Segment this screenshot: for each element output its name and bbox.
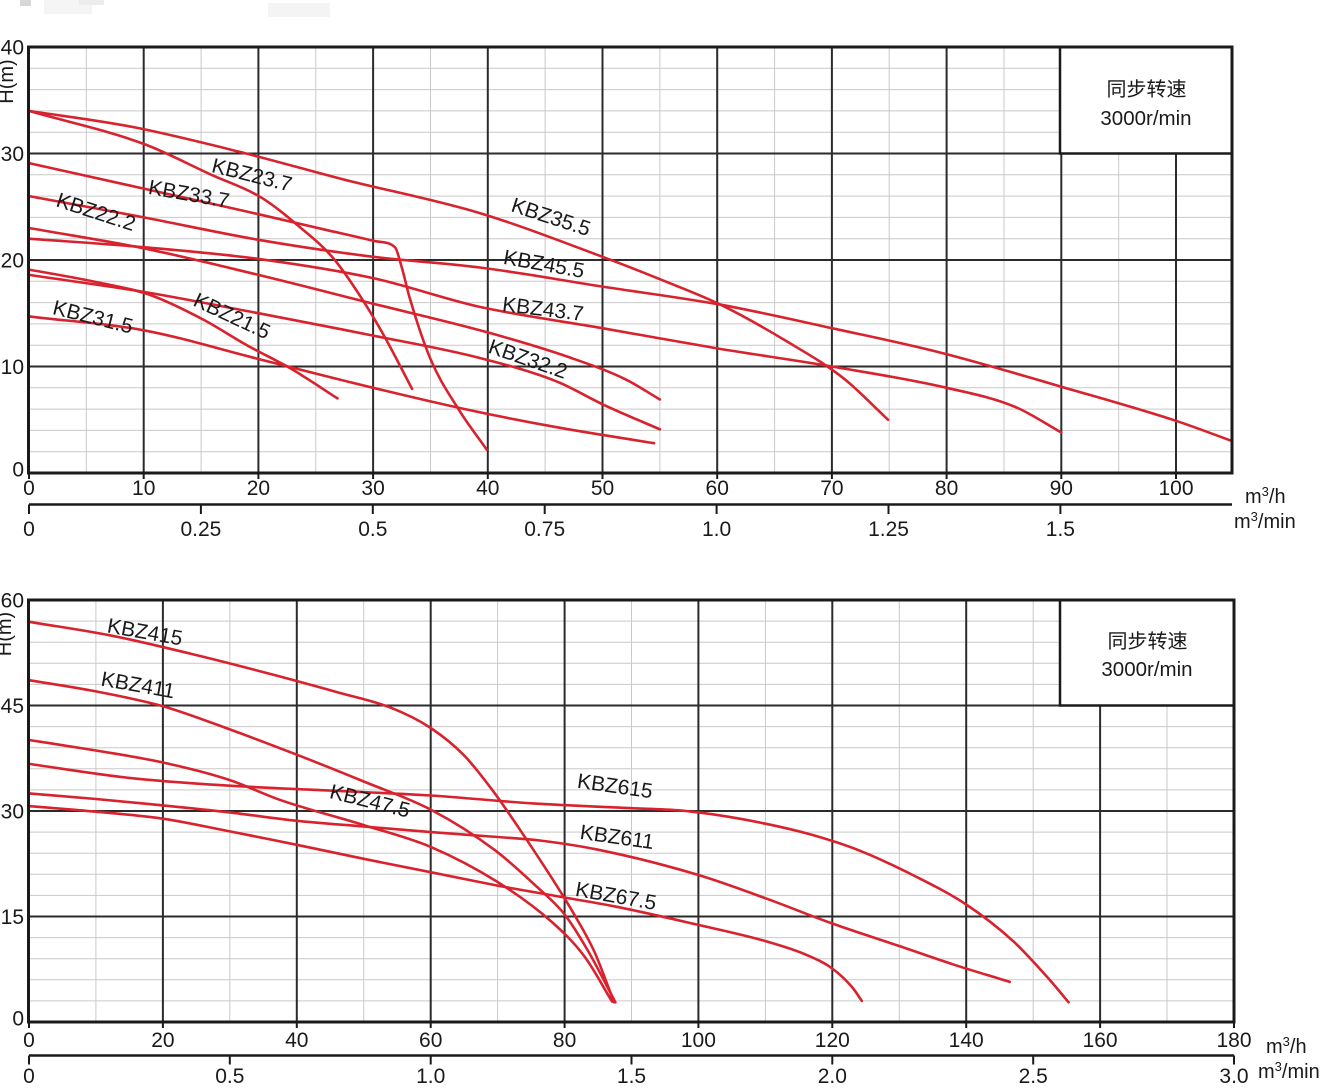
svg-text:70: 70 — [820, 477, 843, 500]
svg-text:80: 80 — [935, 477, 958, 500]
svg-text:180: 180 — [1216, 1029, 1251, 1052]
svg-text:60: 60 — [706, 477, 729, 500]
svg-text:10: 10 — [1, 356, 24, 379]
svg-text:2.0: 2.0 — [818, 1065, 847, 1086]
svg-text:140: 140 — [949, 1029, 984, 1052]
svg-text:10: 10 — [132, 477, 155, 500]
svg-text:120: 120 — [815, 1029, 850, 1052]
svg-text:3000r/min: 3000r/min — [1101, 658, 1192, 681]
svg-text:30: 30 — [1, 143, 24, 166]
svg-text:60: 60 — [1, 590, 24, 613]
svg-text:30: 30 — [1, 801, 24, 824]
svg-text:45: 45 — [1, 695, 24, 718]
svg-text:1.25: 1.25 — [868, 518, 909, 541]
svg-text:20: 20 — [151, 1029, 174, 1052]
svg-text:40: 40 — [476, 477, 499, 500]
svg-text:60: 60 — [419, 1029, 442, 1052]
svg-text:0: 0 — [23, 1065, 35, 1086]
svg-text:20: 20 — [1, 250, 24, 273]
svg-text:H(m): H(m) — [0, 59, 18, 103]
svg-text:100: 100 — [1158, 477, 1193, 500]
svg-text:15: 15 — [1, 906, 24, 929]
svg-text:1.0: 1.0 — [416, 1065, 445, 1086]
svg-text:0.75: 0.75 — [524, 518, 565, 541]
svg-text:30: 30 — [361, 477, 384, 500]
svg-text:0: 0 — [23, 518, 35, 541]
svg-text:0: 0 — [23, 477, 35, 500]
svg-text:80: 80 — [553, 1029, 576, 1052]
svg-text:0: 0 — [12, 1008, 24, 1031]
svg-text:3.0: 3.0 — [1219, 1065, 1248, 1086]
svg-text:1.0: 1.0 — [702, 518, 731, 541]
svg-text:0.25: 0.25 — [180, 518, 221, 541]
svg-text:3000r/min: 3000r/min — [1100, 107, 1191, 130]
svg-text:100: 100 — [681, 1029, 716, 1052]
svg-text:20: 20 — [247, 477, 270, 500]
svg-text:m3/min: m3/min — [1234, 509, 1296, 533]
svg-text:m3/min: m3/min — [1258, 1059, 1320, 1083]
svg-text:0.5: 0.5 — [358, 518, 387, 541]
svg-text:1.5: 1.5 — [617, 1065, 646, 1086]
svg-text:0.5: 0.5 — [215, 1065, 244, 1086]
svg-text:H(m): H(m) — [0, 612, 16, 656]
svg-text:40: 40 — [1, 37, 24, 60]
svg-text:0: 0 — [23, 1029, 35, 1052]
svg-text:0: 0 — [12, 459, 24, 482]
svg-text:50: 50 — [591, 477, 614, 500]
svg-text:90: 90 — [1050, 477, 1073, 500]
svg-text:40: 40 — [285, 1029, 308, 1052]
svg-text:160: 160 — [1083, 1029, 1118, 1052]
svg-text:1.5: 1.5 — [1046, 518, 1075, 541]
svg-text:2.5: 2.5 — [1019, 1065, 1048, 1086]
